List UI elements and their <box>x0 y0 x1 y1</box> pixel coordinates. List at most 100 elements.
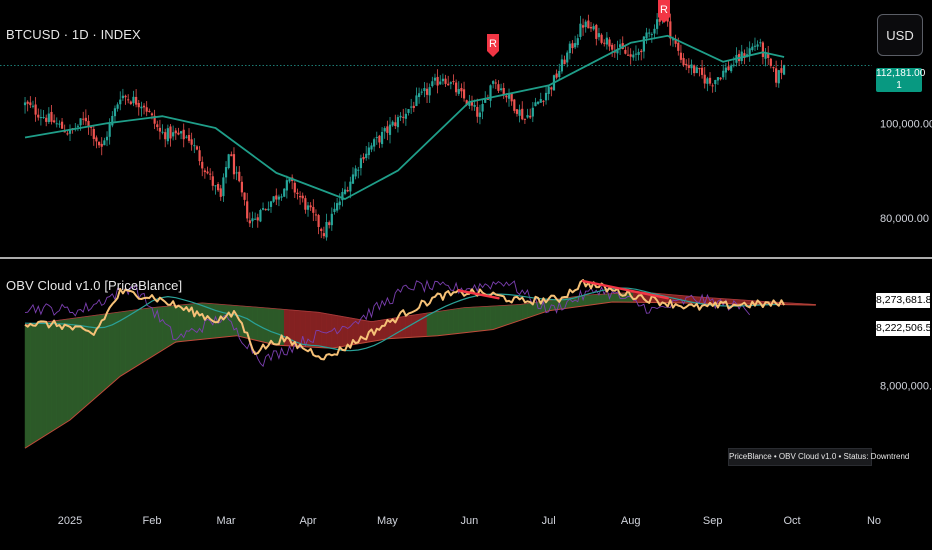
time-axis-tick: Sep <box>703 515 723 527</box>
candle-body <box>492 81 495 84</box>
candle-body <box>703 74 706 84</box>
candle-body <box>259 210 262 222</box>
candle-body <box>306 205 310 210</box>
candle-body <box>410 106 413 108</box>
candle-body <box>759 42 762 44</box>
candle-body <box>50 111 53 122</box>
candle-body <box>772 67 775 69</box>
candle-body <box>187 134 191 141</box>
candle-body <box>505 95 508 98</box>
candle-body <box>31 105 35 107</box>
candle-body <box>753 45 757 47</box>
obv-cloud-segment <box>72 317 79 419</box>
candle-body <box>708 77 712 84</box>
obv-cloud-segment <box>45 320 52 436</box>
obv-cloud-segment <box>611 293 618 303</box>
obv-cloud-segment <box>479 306 486 332</box>
candle-body <box>677 42 680 51</box>
candle-body <box>616 49 619 54</box>
candle-body <box>476 106 479 117</box>
obv-cloud-segment <box>400 315 407 339</box>
candle-body <box>486 98 489 100</box>
candle-body <box>224 167 228 178</box>
candle-body <box>489 85 492 101</box>
candle-body <box>124 95 127 98</box>
candle-body <box>698 68 701 70</box>
time-axis-tick: Aug <box>621 515 641 527</box>
candle-body <box>169 126 172 139</box>
price-pane: RR <box>0 0 872 241</box>
candle-body <box>82 118 85 120</box>
candle-body <box>328 222 331 226</box>
candle-body <box>632 54 635 58</box>
candle-body <box>285 180 288 191</box>
signal-line <box>24 279 751 368</box>
obv-cloud-segment <box>130 309 137 371</box>
candle-body <box>682 57 685 66</box>
obv-cloud-segment <box>490 305 497 331</box>
obv-ma-line <box>24 287 779 352</box>
candle-body <box>626 54 630 56</box>
candle-body <box>658 18 661 22</box>
current-price-tag: 112,181.00 1 <box>876 68 925 92</box>
candle-body <box>497 84 500 91</box>
candle-body <box>716 77 720 81</box>
candle-body <box>634 53 638 55</box>
obv-cloud-segment <box>199 302 206 340</box>
candle-body <box>367 147 370 156</box>
candle-body <box>407 109 410 113</box>
candle-body <box>748 48 751 55</box>
candle-body <box>613 51 616 53</box>
signal-marker: R <box>487 34 499 57</box>
obv-cloud-segment <box>88 315 95 405</box>
candle-body <box>566 52 569 63</box>
candle-body <box>499 88 503 91</box>
candle-body <box>23 102 27 106</box>
obv-cloud-segment <box>257 306 264 343</box>
obv-cloud-segment <box>30 323 36 446</box>
candle-body <box>349 181 352 192</box>
candle-body <box>589 26 593 29</box>
time-axis-tick: May <box>377 515 398 527</box>
candle-body <box>150 113 154 116</box>
candle-body <box>341 191 344 201</box>
obv-cloud-segment <box>320 312 327 349</box>
candle-body <box>624 49 627 54</box>
candle-body <box>362 157 365 160</box>
obv-cloud-segment <box>437 310 444 336</box>
candle-body <box>521 108 524 120</box>
candle-body <box>95 137 98 142</box>
currency-button[interactable]: USD <box>877 14 923 56</box>
candle-body <box>45 117 48 122</box>
time-axis-tick: Jun <box>460 515 478 527</box>
obv-cloud-segment <box>474 306 481 332</box>
obv-cloud-segment <box>146 307 153 361</box>
indicator-title: OBV Cloud v1.0 [PriceBlance] <box>6 278 183 293</box>
obv-cloud-segment <box>416 313 422 338</box>
obv-cloud-segment <box>135 308 142 367</box>
candle-body <box>145 107 148 112</box>
candle-body <box>550 87 553 90</box>
candle-body <box>756 44 759 47</box>
candle-body <box>105 136 109 141</box>
candle-body <box>166 128 169 142</box>
candle-body <box>767 53 770 59</box>
candle-body <box>217 184 220 191</box>
candle-body <box>650 34 653 36</box>
candle-body <box>153 115 156 124</box>
candle-body <box>174 130 177 134</box>
candle-body <box>240 181 244 193</box>
candle-body <box>484 98 487 103</box>
candle-body <box>394 122 397 127</box>
obv-cloud-segment <box>273 308 280 346</box>
obv-cloud-segment <box>516 303 523 322</box>
candle-body <box>571 43 574 49</box>
obv-cloud-segment <box>151 306 158 358</box>
candle-body <box>611 44 614 50</box>
candle-body <box>473 104 476 107</box>
candle-body <box>272 196 275 202</box>
obv-cloud-segment <box>167 305 174 348</box>
candle-body <box>246 201 249 219</box>
candle-body <box>568 43 571 54</box>
